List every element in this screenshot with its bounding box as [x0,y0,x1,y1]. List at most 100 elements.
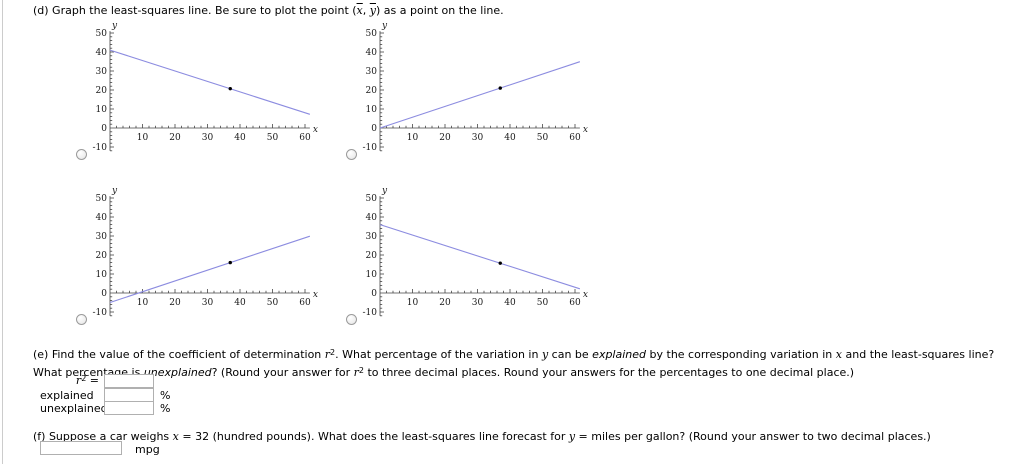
svg-text:40: 40 [96,213,108,223]
x-bar-symbol: x [356,4,363,17]
question-d-comma: , [362,4,370,17]
graph-option-c: 10 20 30 40 50 60 -10 0 10 20 30 40 50 y x [75,185,325,337]
graph-option-b: 10 20 30 40 50 60 -10 0 10 20 30 40 50 y x [345,20,595,172]
unexplained-percent-sign: % [160,402,171,415]
svg-text:10: 10 [96,105,108,115]
question-e-seg2: . What percentage of the variation in [335,348,542,361]
question-e-seg3: can be [548,348,593,361]
y-bar-symbol: y [369,4,376,17]
svg-text:50: 50 [537,298,549,308]
explained-label: explained [40,389,94,402]
graph-option-d-plot: 10 20 30 40 50 60 -10 0 10 20 30 40 50 y x [345,185,593,329]
svg-text:20: 20 [366,86,378,96]
unexplained-input[interactable] [104,401,154,415]
graph-option-a: 10 20 30 40 50 60 -10 0 10 20 30 40 50 y x [75,20,325,172]
question-e-seg6: ? (Round your answer for [211,366,354,379]
svg-text:40: 40 [96,48,108,58]
graph-option-b-radio[interactable] [346,149,357,160]
r-exponent-2: 2 [358,366,364,375]
graph-option-a-radio[interactable] [76,149,87,160]
explained-percent-sign: % [160,389,171,402]
svg-text:0: 0 [371,289,377,299]
svg-text:0: 0 [101,289,107,299]
svg-text:50: 50 [267,298,279,308]
svg-text:20: 20 [96,251,108,261]
svg-text:-10: -10 [363,308,378,318]
svg-text:40: 40 [366,48,378,58]
svg-text:40: 40 [504,298,516,308]
svg-text:30: 30 [96,67,108,77]
svg-text:y: y [111,21,118,31]
svg-text:30: 30 [366,67,378,77]
svg-text:20: 20 [169,298,181,308]
r2-input[interactable] [104,374,154,388]
svg-text:30: 30 [366,232,378,242]
svg-text:50: 50 [96,194,108,204]
r-symbol: r [324,348,331,361]
svg-text:y: y [111,186,118,196]
svg-text:10: 10 [366,105,378,115]
svg-text:60: 60 [569,133,581,143]
unexplained-label: unexplained [40,402,108,415]
panel-left-border [2,0,3,464]
explained-input[interactable] [104,388,154,402]
r2-label-r: r [75,374,82,387]
svg-text:60: 60 [299,133,311,143]
svg-text:20: 20 [439,298,451,308]
svg-text:50: 50 [96,29,108,39]
graph-option-d-radio[interactable] [346,314,357,325]
svg-text:0: 0 [371,124,377,134]
svg-text:40: 40 [234,133,246,143]
svg-text:20: 20 [96,86,108,96]
y-symbol-f: y [568,430,576,443]
explained-word: explained [592,348,647,361]
svg-text:60: 60 [569,298,581,308]
svg-text:40: 40 [234,298,246,308]
question-f-text: (f) Suppose a car weighs x = 32 (hundred… [33,429,931,445]
y-symbol: y [541,348,549,361]
svg-text:50: 50 [366,29,378,39]
r-symbol-2: r [353,366,359,379]
svg-text:x: x [313,125,318,135]
question-e-seg7: to three decimal places. Round your answ… [363,366,855,379]
svg-text:x: x [313,290,318,300]
svg-text:50: 50 [267,133,279,143]
question-e-seg1: (e) Find the value of the coefficient of… [33,348,325,361]
graph-option-b-plot: 10 20 30 40 50 60 -10 0 10 20 30 40 50 y x [345,20,593,164]
svg-text:y: y [381,186,388,196]
mpg-unit-label: mpg [135,443,160,456]
svg-text:30: 30 [472,298,484,308]
question-d-prefix: (d) Graph the least-squares line. Be sur… [33,4,357,17]
svg-text:60: 60 [299,298,311,308]
svg-text:-10: -10 [363,143,378,153]
svg-text:0: 0 [101,124,107,134]
svg-text:10: 10 [407,133,419,143]
r2-label-eq: = [86,374,99,387]
svg-text:40: 40 [504,133,516,143]
question-f-seg2: = 32 (hundred pounds). What does the lea… [178,430,569,443]
svg-text:10: 10 [96,270,108,280]
graph-option-c-radio[interactable] [76,314,87,325]
svg-text:30: 30 [472,133,484,143]
svg-text:30: 30 [202,298,214,308]
r-exponent: 2 [330,348,336,357]
question-f-seg1: (f) Suppose a car weighs [33,430,173,443]
question-d-suffix: ) as a point on the line. [375,4,504,17]
svg-text:x: x [583,125,588,135]
svg-text:20: 20 [169,133,181,143]
unexplained-word: unexplained [143,366,212,379]
svg-text:y: y [381,21,388,31]
mpg-input[interactable] [40,441,122,455]
svg-text:10: 10 [137,298,149,308]
svg-text:30: 30 [96,232,108,242]
svg-text:30: 30 [202,133,214,143]
svg-text:50: 50 [366,194,378,204]
graph-option-d: 10 20 30 40 50 60 -10 0 10 20 30 40 50 y x [345,185,595,337]
svg-text:x: x [583,290,588,300]
svg-text:40: 40 [366,213,378,223]
svg-text:-10: -10 [93,143,108,153]
x-symbol-f: x [172,430,179,443]
